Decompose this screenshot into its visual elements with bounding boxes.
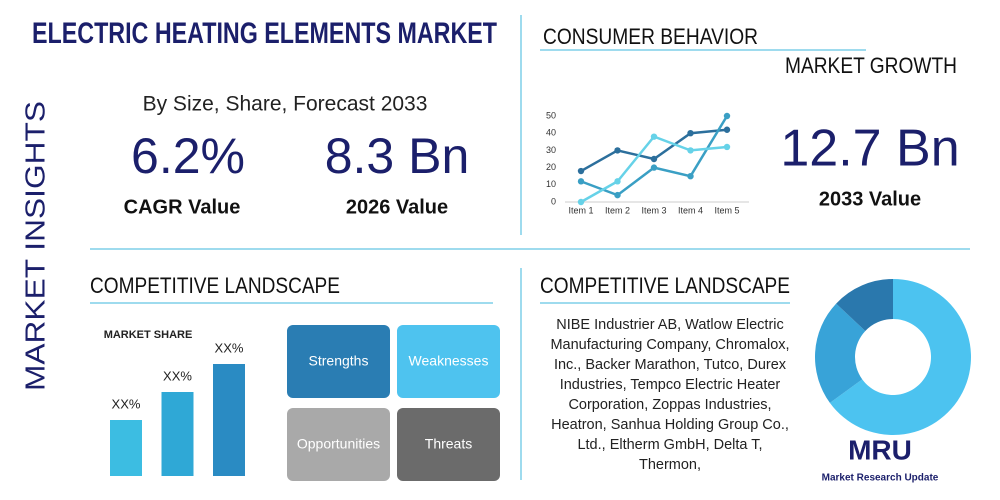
donut-slice: [814, 303, 866, 403]
line-point: [650, 155, 658, 163]
swot-box: [287, 408, 390, 481]
y-tick-label: 50: [546, 110, 556, 120]
company-text: Manufacturing Company, Chromalox,: [550, 337, 789, 353]
x-tick-label: Item 4: [678, 205, 703, 215]
company-text: Heatron, Sanhua Holding Group Co.,: [551, 417, 789, 433]
swot-label: Threats: [425, 436, 472, 452]
line-point: [687, 147, 694, 154]
swot-box: [287, 325, 390, 398]
swot-label: Weaknesses: [409, 353, 489, 369]
company-text: Industries, Tempco Electric Heater: [560, 377, 781, 393]
main-title: ELECTRIC HEATING ELEMENTS MARKET: [32, 17, 497, 50]
line-point: [614, 147, 621, 154]
company-text: Thermon,: [639, 457, 701, 473]
bar-chart-title: MARKET SHARE: [104, 329, 193, 341]
y-tick-label: 40: [546, 128, 556, 138]
line-point: [577, 198, 585, 206]
logo: MRU: [848, 434, 912, 465]
swot-label: Strengths: [309, 353, 369, 369]
swot-box: [397, 408, 500, 481]
company-text: Inc., Backer Marathon, Tutco, Durex: [554, 357, 787, 373]
stat-label: 2026 Value: [346, 196, 448, 218]
section-subtitle: MARKET GROWTH: [785, 53, 957, 78]
company-text: NIBE Industrier AB, Watlow Electric: [556, 317, 784, 333]
line-point: [687, 130, 694, 137]
stat-value: 6.2%: [131, 128, 245, 184]
line-point: [650, 164, 658, 171]
x-tick-label: Item 2: [605, 205, 630, 215]
swot-box: [397, 325, 500, 398]
company-text: Ltd., Eltherm GmbH, Delta T,: [577, 437, 762, 453]
y-tick-label: 30: [546, 145, 556, 155]
stat-value: 8.3 Bn: [325, 128, 470, 184]
logo-caption: Market Research Update: [822, 473, 939, 484]
side-label: MARKET INSIGHTS: [19, 101, 50, 391]
stat-value: 12.7 Bn: [780, 120, 959, 178]
stat-label: 2033 Value: [819, 188, 921, 210]
section-title: COMPETITIVE LANDSCAPE: [90, 273, 340, 298]
y-tick-label: 10: [546, 179, 556, 189]
stat-label: CAGR Value: [124, 196, 241, 218]
line-series: [580, 115, 729, 197]
line-point: [650, 133, 658, 140]
bar: [213, 364, 245, 476]
line-point: [723, 126, 731, 133]
company-text: Corporation, Zoppas Industries,: [568, 397, 771, 413]
x-tick-label: Item 5: [714, 205, 739, 215]
section-title: COMPETITIVE LANDSCAPE: [540, 273, 790, 298]
bar-label: XX%: [112, 396, 141, 411]
bar-label: XX%: [163, 368, 192, 383]
line-point: [577, 178, 585, 185]
line-point: [614, 191, 621, 199]
y-tick-label: 20: [546, 162, 556, 172]
bar: [161, 392, 194, 476]
line-point: [687, 173, 694, 180]
line-point: [723, 112, 731, 120]
bar-label: XX%: [215, 340, 244, 355]
swot-label: Opportunities: [297, 436, 380, 452]
line-point: [723, 143, 731, 151]
x-tick-label: Item 3: [641, 205, 666, 215]
line-point: [614, 178, 621, 185]
line-point: [577, 167, 585, 175]
section-title: CONSUMER BEHAVIOR: [543, 24, 758, 49]
donut-slice: [829, 279, 971, 435]
donut-slice: [836, 279, 893, 331]
y-tick-label: 0: [551, 196, 556, 206]
bar: [110, 420, 142, 476]
x-tick-label: Item 1: [568, 205, 593, 215]
subtitle: By Size, Share, Forecast 2033: [143, 93, 428, 116]
